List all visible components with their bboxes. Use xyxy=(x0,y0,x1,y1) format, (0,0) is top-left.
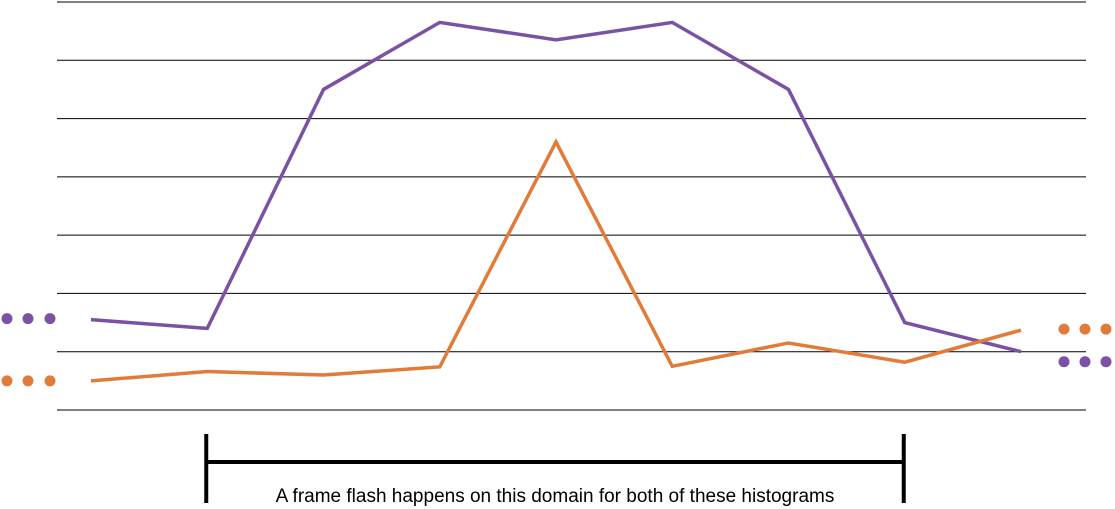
continuation-dot-left xyxy=(44,313,56,325)
annotation-caption: A frame flash happens on this domain for… xyxy=(276,486,835,507)
continuation-dots xyxy=(1,313,1112,387)
domain-bracket xyxy=(204,434,906,503)
series-line-2 xyxy=(90,138,1022,383)
continuation-dot-right xyxy=(1079,356,1091,368)
continuation-dot-left xyxy=(22,375,34,387)
continuation-dot-left xyxy=(1,375,13,387)
continuation-dot-right xyxy=(1100,323,1112,335)
continuation-dot-right xyxy=(1058,323,1070,335)
continuation-dot-left xyxy=(44,375,56,387)
continuation-dot-right xyxy=(1100,356,1112,368)
continuation-dot-left xyxy=(22,313,34,325)
continuation-dot-right xyxy=(1058,356,1070,368)
series-lines xyxy=(90,20,1022,383)
series-line-1 xyxy=(90,20,1022,354)
continuation-dot-left xyxy=(1,313,13,325)
continuation-dot-right xyxy=(1079,323,1091,335)
gridlines xyxy=(57,1,1086,411)
